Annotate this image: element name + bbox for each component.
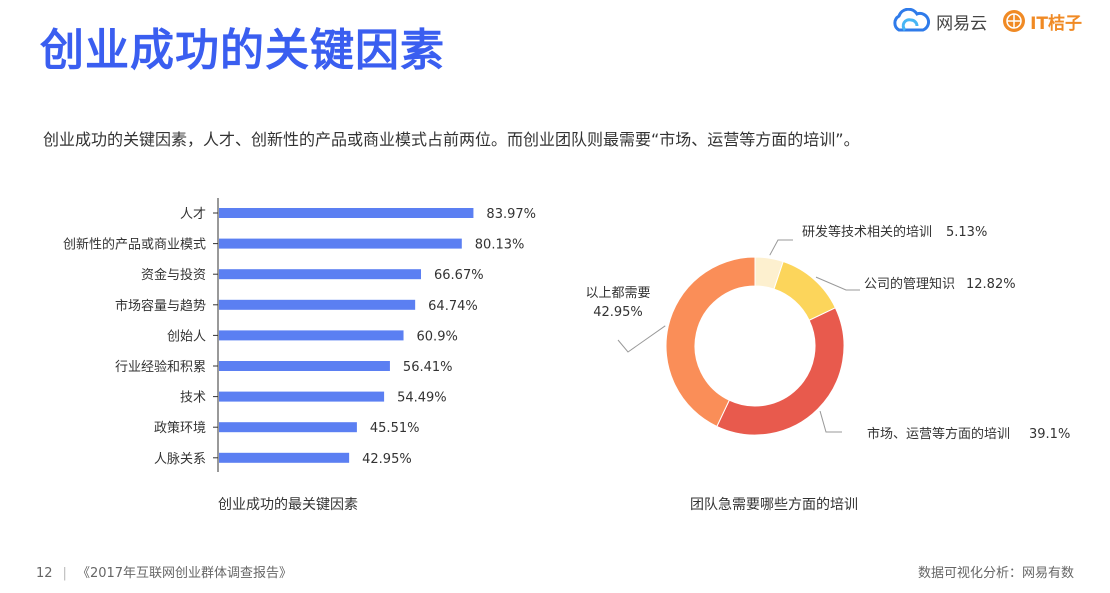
donut-leader-line [769,239,793,256]
subtitle: 创业成功的关键因素，人才、创新性的产品或商业模式占前两位。而创业团队则最需要“市… [43,130,860,149]
bar-category-label: 人才 [180,207,206,222]
bar-value-label: 66.67% [434,268,484,283]
bar-chart: 人才 83.97% 创新性的产品或商业模式 80.13% 资金与投资 66.67% 市场容量… [63,198,536,472]
donut-leader-line [815,276,860,291]
netease-cloud-logo: 网易云 [889,8,987,34]
bar [219,208,474,218]
footer-credit: 数据可视化分析：网易有数 [917,566,1074,581]
bar-value-label: 64.74% [428,299,478,314]
itjuzi-logo-text: IT桔子 [1030,13,1082,34]
bar [219,299,416,310]
cloud-icon [893,8,931,32]
bar-category-label: 创始人 [167,329,206,344]
bar-category-label: 市场容量与趋势 [115,298,206,314]
bar-category-label: 技术 [180,391,206,406]
bar-category-label: 行业经验和积累 [115,359,206,375]
itjuzi-logo: IT桔子 [1001,8,1082,34]
donut-slice-label: 市场、运营等方面的培训 [867,426,1010,442]
bar [219,361,390,371]
footer-divider: | [62,566,67,581]
page-number: 12 [36,566,53,581]
donut-slice [773,260,837,321]
donut-leader-line [819,410,842,433]
orange-icon [1003,10,1026,32]
page-title: 创业成功的关键因素 [40,25,445,76]
bar [219,238,462,249]
donut-chart: 研发等技术相关的培训 5.13% 公司的管理知识 12.82% 市场、运营等方面的培训 3… [585,224,1070,442]
netease-cloud-logo-text: 网易云 [936,13,988,34]
donut-chart-caption: 团队急需要哪些方面的培训 [690,497,858,513]
donut-slice-value: 5.13% [946,225,987,240]
bar [219,330,404,341]
bar-value-label: 45.51% [370,421,420,436]
donut-slice-label: 公司的管理知识 [864,276,955,292]
logo-group: 网易云 IT桔子 [889,8,1082,34]
bar-value-label: 54.49% [397,391,447,406]
report-source: 《2017年互联网创业群体调查报告》 [76,566,293,581]
donut-slice [665,256,756,428]
donut-slice-value: 42.95% [593,305,643,320]
bar-value-label: 83.97% [486,207,536,222]
bar-value-label: 42.95% [362,452,412,467]
bar-category-label: 政策环境 [154,420,206,436]
bar-category-label: 创新性的产品或商业模式 [63,237,206,253]
donut-slice-label: 研发等技术相关的培训 [802,224,932,240]
bar-category-label: 资金与投资 [141,267,206,283]
bar-value-label: 56.41% [403,360,453,375]
bar-value-label: 80.13% [475,238,525,253]
donut-leader-line [617,325,666,353]
donut-slice [716,307,845,436]
bar-value-label: 60.9% [417,329,458,344]
bar [219,452,350,463]
footer-source: 12 | 《2017年互联网创业群体调查报告》 [36,562,292,581]
bar [219,422,357,433]
donut-slice-value: 12.82% [966,277,1016,292]
donut-slice-value: 39.1% [1029,427,1070,442]
bar-category-label: 人脉关系 [154,452,206,467]
donut-slice-label: 以上都需要 [585,286,650,301]
bar [219,391,385,402]
bar-chart-caption: 创业成功的最关键因素 [218,497,358,513]
bar [219,269,422,280]
